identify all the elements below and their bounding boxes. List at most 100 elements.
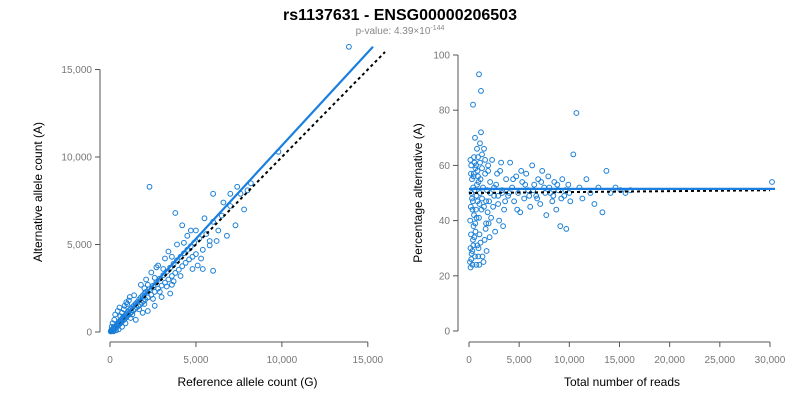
right-scatter-point [473, 162, 479, 169]
left-scatter-point [234, 183, 241, 190]
right-scatter-point [519, 179, 526, 185]
right-scatter-point [467, 157, 474, 163]
right-scatter-point [483, 220, 490, 227]
right-scatter-point [535, 176, 542, 183]
right-scatter-point [513, 173, 520, 180]
right-scatter-point [494, 170, 501, 177]
right-scatter-point [563, 226, 570, 232]
right-scatter-point [523, 170, 530, 177]
right-y-tick-label: 20 [439, 271, 451, 282]
right-scatter-point [517, 209, 524, 216]
right-scatter-panel: 0 20 40 60 80 100 0 5,000 10,000 15,000 20,000 25,0… [411, 51, 786, 390]
left-scatter-point [201, 215, 208, 222]
left-scatter-point [132, 316, 139, 323]
right-scatter-point [482, 226, 489, 232]
right-y-tick-label: 0 [444, 327, 450, 338]
right-scatter-point [515, 190, 522, 196]
right-scatter-point [473, 214, 480, 221]
left-scatter-point [123, 299, 130, 306]
right-scatter-point [485, 220, 492, 227]
right-scatter-point [549, 198, 556, 205]
right-scatter-point [527, 203, 534, 210]
right-y-tick-label: 40 [439, 216, 451, 227]
right-scatter-point [467, 217, 474, 224]
right-scatter-point [489, 157, 496, 163]
left-scatter-point [232, 222, 239, 229]
right-scatter-point [501, 206, 508, 213]
left-scatter-point [113, 327, 119, 334]
right-scatter-point [502, 198, 509, 205]
right-scatter-point [472, 228, 479, 235]
right-scatter-point [492, 228, 499, 235]
right-y-axis-label: Percentage alternative (A) [411, 123, 425, 262]
right-scatter-point [573, 110, 580, 116]
right-scatter-point [474, 145, 480, 152]
right-scatter-point [511, 198, 517, 205]
left-scatter-point [206, 238, 213, 244]
right-scatter-point [495, 201, 502, 207]
right-scatter-point [477, 140, 483, 147]
right-scatter-point [475, 253, 482, 260]
right-scatter-point [495, 192, 502, 199]
right-scatter-point [475, 179, 482, 185]
right-scatter-point [537, 201, 544, 207]
left-scatter-point [160, 266, 167, 272]
right-scatter-point [500, 223, 507, 230]
left-scatter-point [151, 274, 158, 281]
right-scatter-point [591, 201, 598, 207]
left-scatter-point [179, 222, 186, 229]
right-scatter-point [476, 214, 482, 221]
right-scatter-point [482, 157, 489, 163]
left-scatter-point [184, 232, 191, 239]
left-scatter-point [144, 308, 151, 314]
right-scatter-point [503, 176, 510, 183]
right-scatter-point [469, 176, 475, 183]
right-scatter-point [473, 206, 479, 213]
right-y-tick-label: 100 [433, 51, 450, 62]
right-scatter-point [472, 134, 478, 141]
left-scatter-point [136, 306, 143, 313]
left-scatter-point [156, 288, 163, 295]
left-scatter-point [177, 273, 184, 279]
left-scatter-point [169, 253, 175, 260]
right-scatter-point [479, 195, 485, 202]
left-scatter-point [144, 281, 151, 288]
left-scatter-point [215, 227, 222, 234]
right-scatter-point [477, 159, 483, 166]
right-x-tick-label: 0 [466, 355, 472, 366]
right-scatter-point [478, 206, 485, 213]
left-y-tick-label: 15,000 [61, 65, 92, 76]
left-scatter-point [165, 248, 172, 255]
right-scatter-point [543, 212, 550, 219]
left-scatter-point [129, 311, 136, 318]
right-scatter-point [559, 176, 566, 183]
left-scatter-point [179, 263, 186, 270]
left-scatter-point [163, 283, 170, 290]
left-scatter-point [158, 294, 165, 300]
right-scatter-point [476, 231, 483, 238]
right-scatter-point [472, 165, 479, 172]
right-scatter-point [483, 248, 490, 254]
right-scatter-point [480, 259, 487, 265]
right-scatter-point [599, 209, 606, 216]
left-scatter-point [210, 190, 217, 197]
right-scatter-point [479, 253, 486, 260]
right-scatter-point [521, 195, 528, 202]
right-scatter-point [603, 168, 610, 174]
right-scatter-point [471, 154, 477, 161]
right-scatter-point [470, 242, 477, 249]
right-scatter-point [551, 179, 558, 185]
right-scatter-point [570, 151, 577, 158]
right-scatter-point [487, 179, 494, 185]
right-scatter-point [478, 129, 484, 136]
right-scatter-point [534, 195, 541, 202]
right-scatter-point [476, 71, 482, 78]
right-scatter-point [473, 261, 480, 268]
right-y-tick-label: 80 [439, 106, 451, 117]
left-scatter-point [153, 264, 160, 271]
right-x-tick-label: 10,000 [554, 355, 585, 366]
left-scatter-point [165, 276, 172, 283]
right-scatter-point [539, 168, 546, 174]
left-scatter-point [187, 227, 194, 234]
